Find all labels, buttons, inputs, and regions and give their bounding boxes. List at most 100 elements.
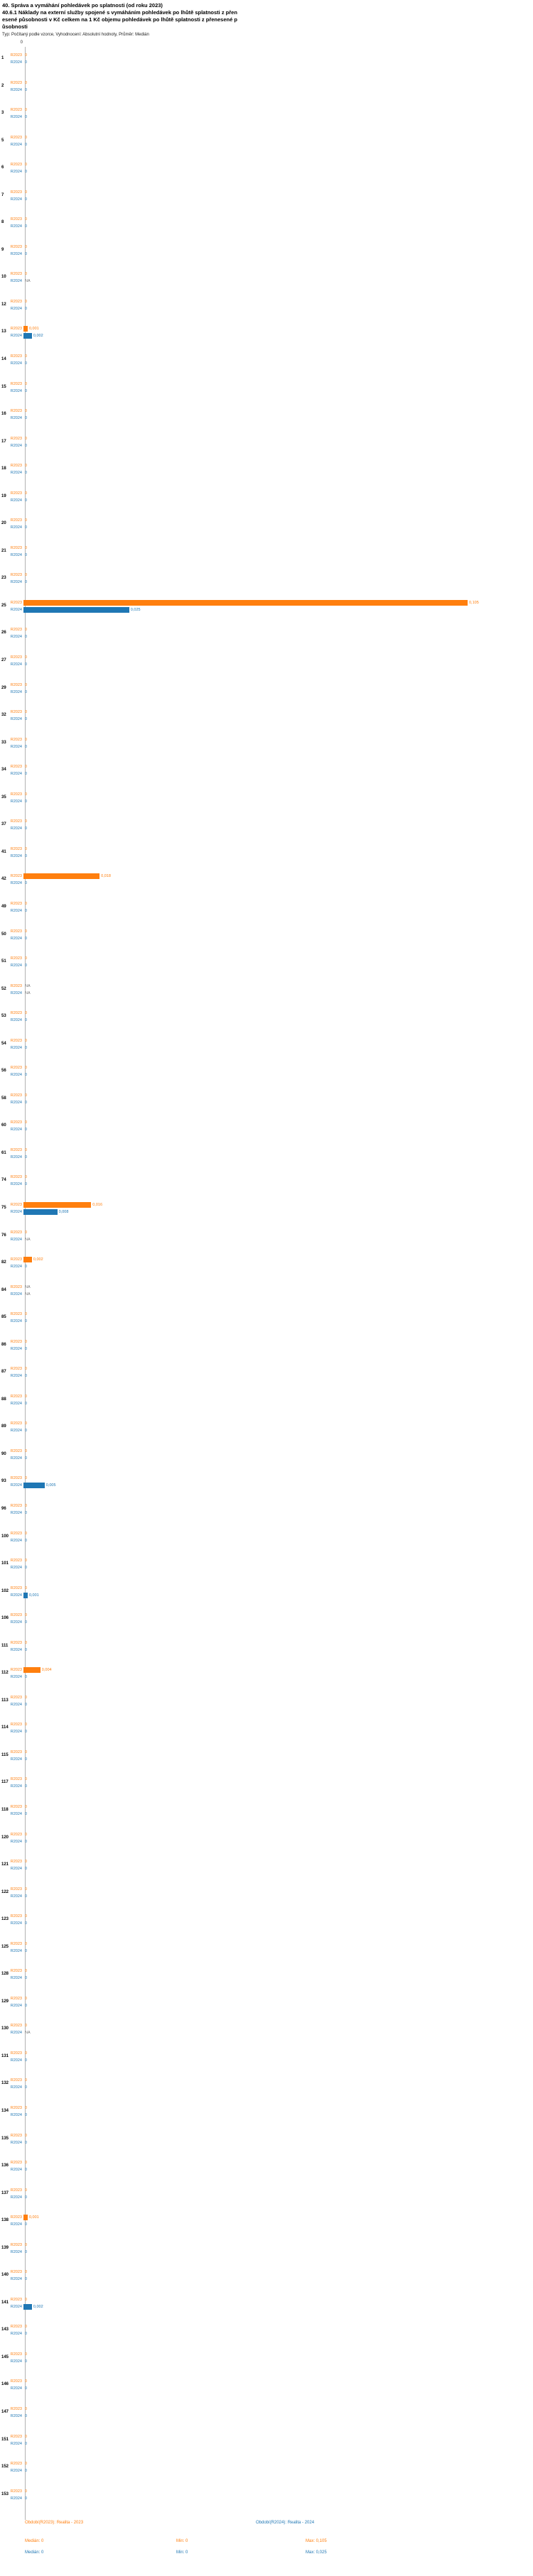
bar-row-r2023: R2023 0 [0,2105,533,2112]
bar-row-r2024: R2024 NA [0,1236,533,1243]
value-label: 0 [25,1319,28,1324]
series-label: R2024 [10,416,22,421]
bar-row-r2024: R2024 0 [0,907,533,915]
series-label: R2024 [10,744,22,749]
bar-row-r2024: R2024 0 [0,2330,533,2337]
series-label: R2023 [10,1695,22,1700]
chart-group: 26 R2023 0 R2024 0 [0,623,533,651]
chart-group: 54 R2023 0 R2024 0 [0,1035,533,1062]
group-id-label: 128 [1,1972,9,1977]
bar-row-r2024: R2024 0 [0,2112,533,2119]
value-label: 0 [25,826,28,831]
value-label: 0 [25,689,28,694]
value-label: 0 [25,853,28,858]
series-label: R2023 [10,1531,22,1536]
series-label: R2024 [10,1374,22,1379]
group-id-label: 74 [1,1178,6,1183]
group-id-label: 8 [1,220,4,225]
value-label: 0 [25,2242,28,2247]
series-label: R2023 [10,1202,22,1207]
chart-group: 2 R2023 0 R2024 0 [0,77,533,104]
series-label: R2023 [10,2489,22,2494]
chart-group: 49 R2023 0 R2024 0 [0,897,533,925]
value-label: 0 [25,1456,28,1461]
group-id-label: 122 [1,1889,9,1894]
value-label: 0 [25,1894,28,1899]
bar-row-r2024: R2024 0 [0,880,533,887]
value-label: 0 [25,552,28,557]
value-label: 0 [25,244,28,249]
chart-group: 113 R2023 0 R2024 0 [0,1691,533,1719]
bar-row-r2024: R2024 0 [0,1372,533,1380]
series-label: R2024 [10,1566,22,1571]
series-label: R2024 [10,334,22,339]
value-label: 0 [25,765,28,770]
series-label: R2024 [10,361,22,366]
value-label: NA [25,983,31,988]
group-id-label: 14 [1,357,6,362]
series-label: R2023 [10,327,22,332]
group-id-label: 143 [1,2327,9,2332]
chart-group: 129 R2023 0 R2024 0 [0,1992,533,2020]
group-id-label: 96 [1,1506,6,1511]
group-id-label: 35 [1,795,6,799]
bar-r2023 [23,1201,92,1208]
chart-group: 32 R2023 0 R2024 0 [0,706,533,733]
bar-row-r2023: R2023 0 [0,134,533,141]
bar-row-r2023: R2023 0 [0,244,533,251]
bar-row-r2023: R2023 0 [0,1585,533,1592]
legend-series-2024: Období(R2024): Realita - 2024 [256,2521,315,2526]
value-label: 0 [25,217,28,222]
bar-row-r2023: R2023 0 [0,1174,533,1181]
group-id-label: 100 [1,1534,9,1539]
bar-row-r2024: R2024 0 [0,1811,533,1818]
group-id-label: 118 [1,1808,9,1812]
value-label: 0 [25,1812,28,1816]
series-label: R2024 [10,1182,22,1187]
series-label: R2023 [10,545,22,550]
bar-row-r2023: R2023 0 [0,900,533,907]
chart-group: 114 R2023 0 R2024 0 [0,1718,533,1746]
group-id-label: 9 [1,247,4,252]
chart-group: 50 R2023 0 R2024 0 [0,925,533,953]
series-label: R2023 [10,710,22,715]
series-label: R2024 [10,2496,22,2501]
chart-group: 101 R2023 0 R2024 0 [0,1554,533,1582]
chart-rows: 1 R2023 0 R2024 0 2 R2023 0 R2024 0 3 R2023 0 R2024 0 5… [0,40,533,2512]
group-id-label: 152 [1,2465,9,2469]
series-label: R2024 [10,471,22,476]
chart-group: 7 R2023 0 R2024 0 [0,186,533,214]
value-label: 0 [25,2489,28,2494]
bar-row-r2024: R2024 0 [0,1400,533,1407]
bar-row-r2023: R2023 0 [0,1941,533,1948]
group-id-label: 50 [1,932,6,937]
series-label: R2024 [10,1209,22,1214]
value-label: 0 [25,2297,28,2302]
series-label: R2023 [10,1805,22,1809]
group-id-label: 114 [1,1725,9,1730]
chart-group: 90 R2023 0 R2024 0 [0,1445,533,1473]
series-label: R2023 [10,874,22,879]
series-label: R2023 [10,1448,22,1453]
bar-row-r2023: R2023 0,016 [0,1201,533,1208]
series-label: R2023 [10,53,22,58]
series-label: R2023 [10,1257,22,1262]
bar-row-r2024: R2024 0 [0,579,533,586]
series-label: R2024 [10,689,22,694]
series-label: R2023 [10,163,22,168]
bar-row-r2023: R2023 0,001 [0,325,533,332]
group-id-label: 87 [1,1370,6,1375]
bar-row-r2024: R2024 NA [0,278,533,285]
bar-row-r2024: R2024 0 [0,1318,533,1325]
series-label: R2023 [10,600,22,605]
chart-group: 135 R2023 0 R2024 0 [0,2129,533,2157]
series-label: R2024 [10,1921,22,1926]
value-label: 0 [25,580,28,585]
series-label: R2024 [10,197,22,202]
bar-row-r2024: R2024 0 [0,1263,533,1270]
series-label: R2023 [10,682,22,687]
series-label: R2024 [10,2277,22,2282]
bar-row-r2024: R2024 0 [0,1126,533,1133]
chart-group: 60 R2023 0 R2024 0 [0,1116,533,1144]
bar-row-r2024: R2024 0 [0,469,533,476]
